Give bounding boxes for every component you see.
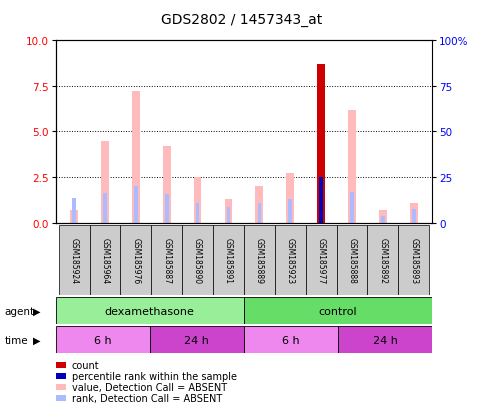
Bar [244, 326, 338, 353]
Bar [89, 225, 120, 295]
Text: GSM185891: GSM185891 [224, 237, 233, 283]
Text: GSM185887: GSM185887 [162, 237, 171, 283]
Bar [379, 210, 387, 223]
Bar [70, 210, 78, 223]
Bar [56, 326, 150, 353]
Bar [348, 110, 356, 223]
Bar [225, 199, 232, 223]
Bar [182, 225, 213, 295]
Text: GSM185924: GSM185924 [70, 237, 79, 283]
Bar [244, 225, 275, 295]
Bar [58, 225, 89, 295]
Bar [165, 195, 169, 223]
Bar [350, 192, 354, 223]
Text: percentile rank within the sample: percentile rank within the sample [72, 371, 237, 381]
Text: GSM185889: GSM185889 [255, 237, 264, 283]
Bar [103, 194, 107, 223]
Text: GSM185890: GSM185890 [193, 237, 202, 283]
Text: GSM185964: GSM185964 [100, 237, 110, 283]
Bar [256, 187, 263, 223]
Bar [410, 203, 418, 223]
Text: 6 h: 6 h [282, 335, 300, 345]
Text: control: control [319, 306, 357, 316]
Text: 24 h: 24 h [185, 335, 209, 345]
Bar [120, 225, 151, 295]
Bar [317, 65, 325, 223]
Bar [163, 147, 170, 223]
Text: GSM185888: GSM185888 [347, 237, 356, 283]
Text: ▶: ▶ [32, 335, 40, 345]
Bar [288, 199, 292, 223]
Bar [319, 178, 323, 223]
Bar [317, 65, 325, 223]
Text: rank, Detection Call = ABSENT: rank, Detection Call = ABSENT [72, 393, 222, 403]
Bar [381, 217, 385, 223]
Bar [306, 225, 337, 295]
Text: agent: agent [5, 306, 35, 316]
Bar [56, 297, 244, 324]
Text: dexamethasone: dexamethasone [105, 306, 195, 316]
Bar [150, 326, 244, 353]
Bar [337, 225, 368, 295]
Bar [101, 141, 109, 223]
Bar [196, 204, 199, 223]
Text: GSM185923: GSM185923 [286, 237, 295, 283]
Bar [244, 297, 432, 324]
Bar [227, 208, 230, 223]
Text: GSM185977: GSM185977 [317, 237, 326, 283]
Bar [134, 187, 138, 223]
Text: count: count [72, 361, 99, 370]
Text: time: time [5, 335, 28, 345]
Text: GDS2802 / 1457343_at: GDS2802 / 1457343_at [161, 13, 322, 27]
Text: GSM185892: GSM185892 [378, 237, 387, 283]
Text: value, Detection Call = ABSENT: value, Detection Call = ABSENT [72, 382, 227, 392]
Text: ▶: ▶ [32, 306, 40, 316]
Bar [194, 178, 201, 223]
Bar [72, 199, 76, 223]
Bar [338, 326, 432, 353]
Bar [319, 178, 323, 223]
Bar [213, 225, 244, 295]
Bar [132, 92, 140, 223]
Bar [151, 225, 182, 295]
Bar [398, 225, 429, 295]
Bar [286, 174, 294, 223]
Bar [257, 203, 261, 223]
Text: GSM185893: GSM185893 [409, 237, 418, 283]
Text: 24 h: 24 h [373, 335, 398, 345]
Bar [412, 209, 415, 223]
Bar [368, 225, 398, 295]
Text: 6 h: 6 h [94, 335, 112, 345]
Text: GSM185976: GSM185976 [131, 237, 141, 283]
Bar [275, 225, 306, 295]
